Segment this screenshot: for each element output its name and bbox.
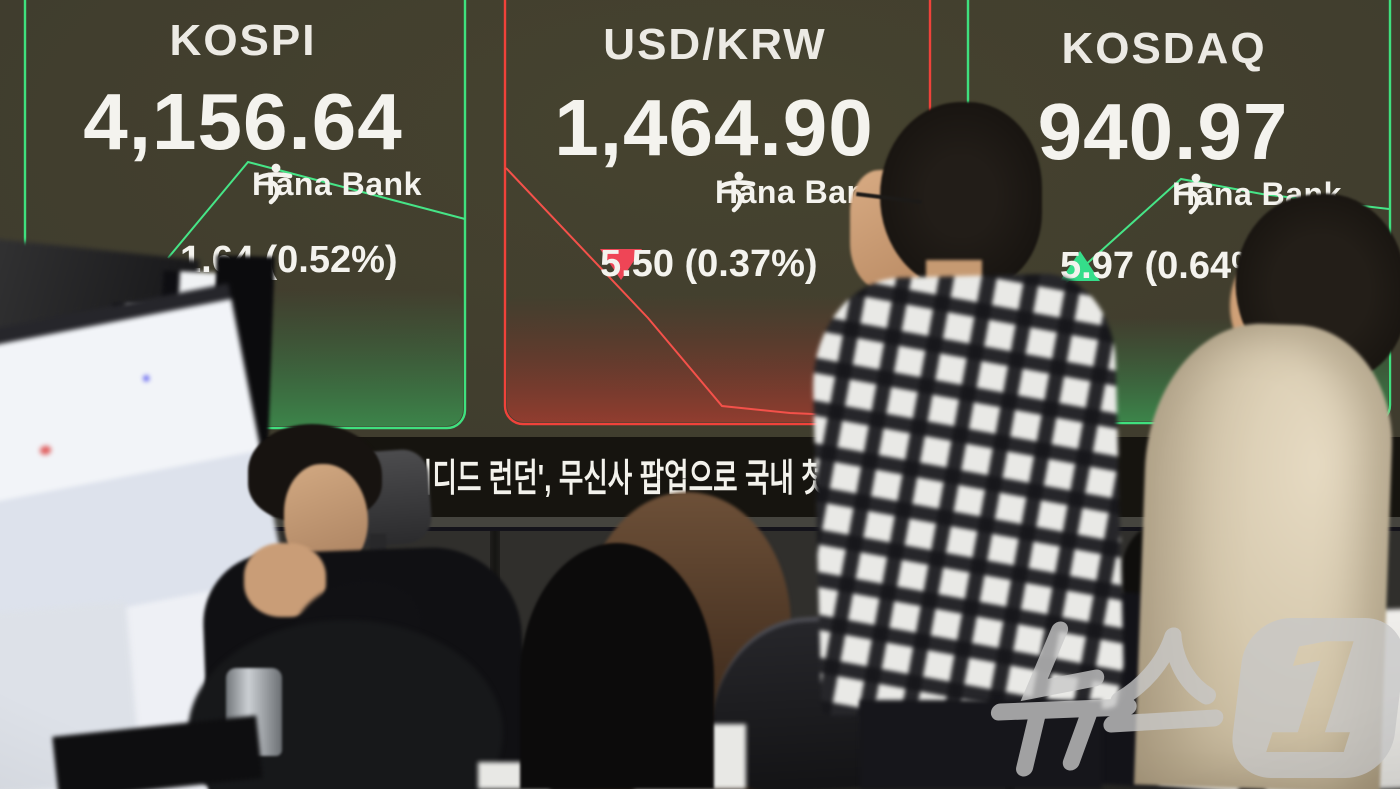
kosdaq-title: KOSDAQ [1061, 24, 1267, 73]
hana-bank-logo-icon [1174, 173, 1213, 215]
usdkrw-change-value: 5.50 (0.37%) [600, 242, 818, 285]
hana-bank-logo-icon [717, 171, 756, 213]
usdkrw-value: 1,464.90 [554, 83, 874, 172]
usdkrw-title: USD/KRW [603, 20, 827, 69]
hana-bank-logo-icon [254, 163, 293, 205]
kospi-value: 4,156.64 [83, 77, 403, 166]
kospi-title: KOSPI [169, 16, 317, 65]
kospi-brand-label: Hana Bank [252, 165, 422, 202]
plaid-man-hair [880, 102, 1042, 290]
kosdaq-value: 940.97 [1037, 87, 1289, 176]
foreground-head [520, 543, 714, 789]
up-triangle-icon [1060, 251, 1100, 281]
kospi-trend-line [167, 160, 466, 259]
watermark-one-box [1232, 618, 1400, 778]
ticker-text: 이디드 런던', 무신사 팝업으로 국내 첫 상륙 [408, 458, 883, 500]
news1-watermark-logo: 1 [990, 618, 1400, 778]
down-triangle-icon [600, 248, 642, 280]
watermark-hangul-nyuseu [990, 621, 1224, 777]
